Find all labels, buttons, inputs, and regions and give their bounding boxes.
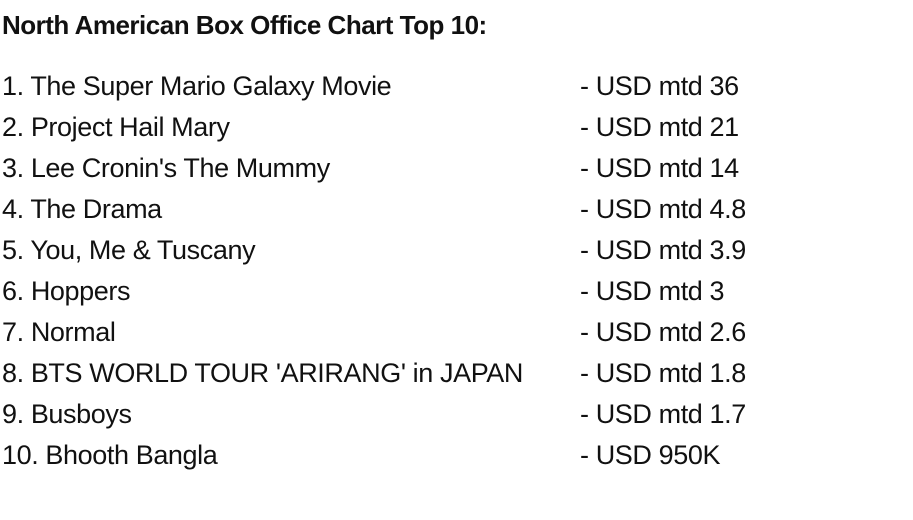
- gross-value: - USD mtd 4.8: [580, 194, 746, 224]
- movie-title: 10. Bhooth Bangla: [2, 440, 218, 470]
- movie-title: 8. BTS WORLD TOUR 'ARIRANG' in JAPAN: [2, 358, 524, 388]
- gross-value: - USD mtd 21: [580, 112, 739, 142]
- gross-value: - USD mtd 1.7: [580, 399, 746, 429]
- gross-value: - USD 950K: [580, 440, 721, 470]
- gross-value: - USD mtd 3.9: [580, 235, 746, 265]
- movie-title: 1. The Super Mario Galaxy Movie: [2, 71, 392, 101]
- movie-title: 9. Busboys: [2, 399, 132, 429]
- page-title: North American Box Office Chart Top 10:: [2, 10, 487, 40]
- gross-value: - USD mtd 1.8: [580, 358, 746, 388]
- gross-value: - USD mtd 14: [580, 153, 739, 183]
- movie-title: 6. Hoppers: [2, 276, 131, 306]
- movie-title: 7. Normal: [2, 317, 116, 347]
- movie-title: 5. You, Me & Tuscany: [2, 235, 256, 265]
- gross-value: - USD mtd 2.6: [580, 317, 746, 347]
- gross-value: - USD mtd 3: [580, 276, 725, 306]
- movie-title: 3. Lee Cronin's The Mummy: [2, 153, 330, 183]
- gross-value: - USD mtd 36: [580, 71, 739, 101]
- movie-title: 4. The Drama: [2, 194, 162, 224]
- movie-title: 2. Project Hail Mary: [2, 112, 230, 142]
